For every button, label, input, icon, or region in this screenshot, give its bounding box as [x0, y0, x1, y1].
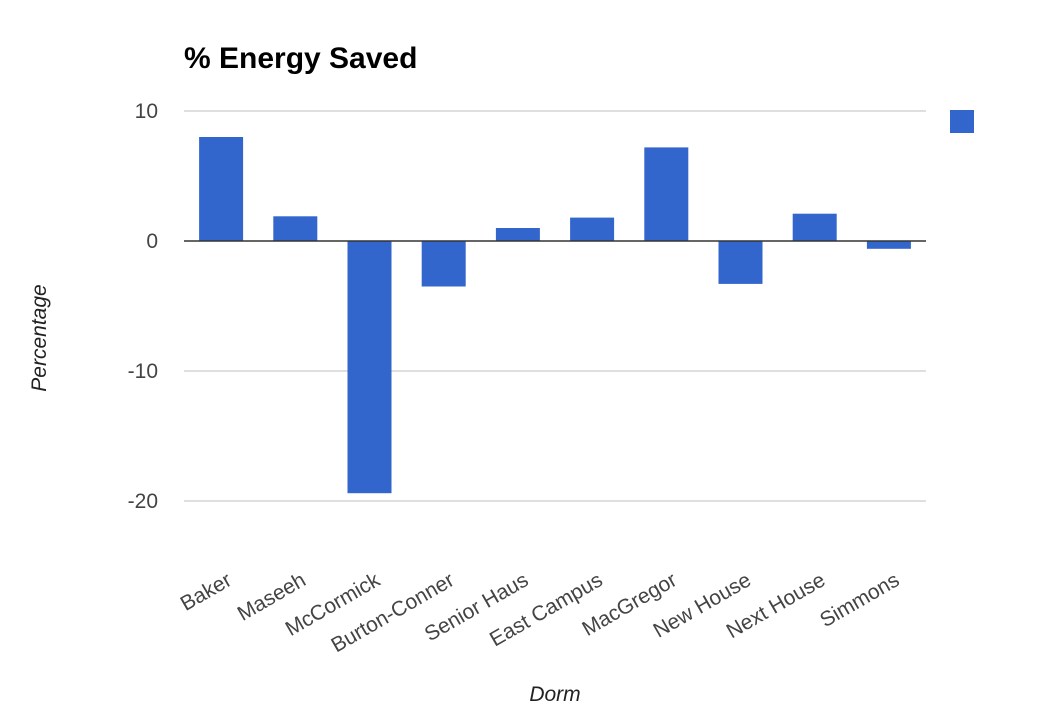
x-tick-label: Baker [177, 568, 236, 615]
chart-title: % Energy Saved [184, 42, 417, 75]
bar [347, 241, 392, 494]
gridlines [184, 110, 926, 502]
bar [792, 213, 837, 241]
bar [199, 137, 244, 241]
bar [866, 241, 911, 249]
y-tick-label: 10 [135, 100, 158, 123]
bar [644, 147, 689, 241]
x-tick-label: Burton-Conner [327, 568, 458, 657]
y-tick-label: -20 [128, 490, 158, 513]
y-axis-ticks: 10 0 -10 -20 [128, 100, 158, 513]
bar [273, 216, 318, 241]
bar [570, 217, 615, 241]
y-axis-title: Percentage [28, 284, 51, 391]
x-tick-label: Simmons [816, 568, 903, 632]
y-tick-label: -10 [128, 360, 158, 383]
y-tick-label: 0 [146, 230, 158, 253]
x-axis-title: Dorm [529, 683, 580, 706]
bar [421, 241, 466, 287]
x-axis-ticks: BakerMaseehMcCormickBurton-ConnerSenior … [177, 568, 904, 657]
legend [950, 110, 974, 133]
bar [718, 241, 763, 284]
legend-swatch [950, 110, 974, 133]
bar [495, 228, 540, 241]
bars [199, 137, 911, 494]
